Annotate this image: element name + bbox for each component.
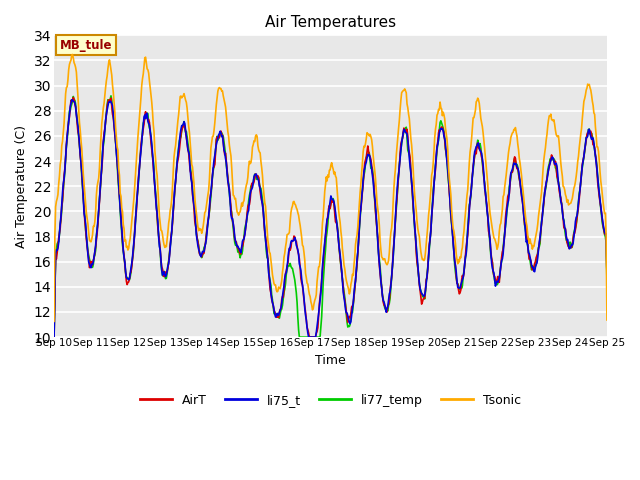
Title: Air Temperatures: Air Temperatures: [265, 15, 396, 30]
Y-axis label: Air Temperature (C): Air Temperature (C): [15, 125, 28, 248]
X-axis label: Time: Time: [315, 354, 346, 367]
Text: MB_tule: MB_tule: [60, 39, 112, 52]
Legend: AirT, li75_t, li77_temp, Tsonic: AirT, li75_t, li77_temp, Tsonic: [136, 389, 525, 412]
